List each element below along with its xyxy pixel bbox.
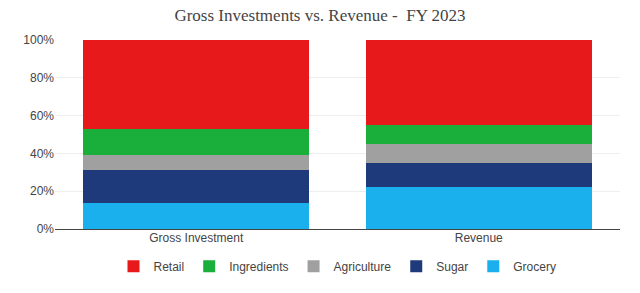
svg-text:0%: 0%	[37, 222, 55, 236]
svg-text:Retail: Retail	[154, 260, 185, 274]
svg-text:80%: 80%	[30, 71, 54, 85]
svg-text:20%: 20%	[30, 184, 54, 198]
svg-text:Gross Investments vs. Revenue: Gross Investments vs. Revenue - FY 2023	[174, 6, 465, 25]
svg-text:Revenue: Revenue	[455, 231, 503, 245]
svg-text:Gross Investment: Gross Investment	[149, 231, 244, 245]
svg-text:100%: 100%	[23, 33, 54, 47]
svg-text:60%: 60%	[30, 109, 54, 123]
svg-text:Agriculture: Agriculture	[334, 260, 392, 274]
svg-text:40%: 40%	[30, 147, 54, 161]
svg-text:Ingredients: Ingredients	[229, 260, 288, 274]
svg-text:Grocery: Grocery	[513, 260, 556, 274]
svg-text:Sugar: Sugar	[436, 260, 468, 274]
